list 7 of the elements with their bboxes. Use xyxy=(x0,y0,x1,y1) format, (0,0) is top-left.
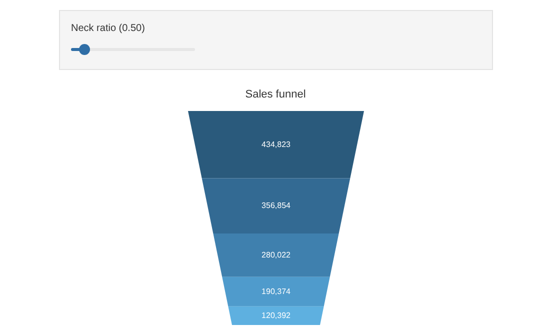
text: Sales funnel xyxy=(245,88,306,101)
text: Neck ratio (0.50) xyxy=(71,23,145,34)
data-label: 120,392 xyxy=(262,310,292,320)
data-label: 190,374 xyxy=(262,286,292,296)
data-label: 356,854 xyxy=(262,201,292,210)
data-label: 434,823 xyxy=(262,140,292,149)
data-label: 280,022 xyxy=(262,250,292,260)
